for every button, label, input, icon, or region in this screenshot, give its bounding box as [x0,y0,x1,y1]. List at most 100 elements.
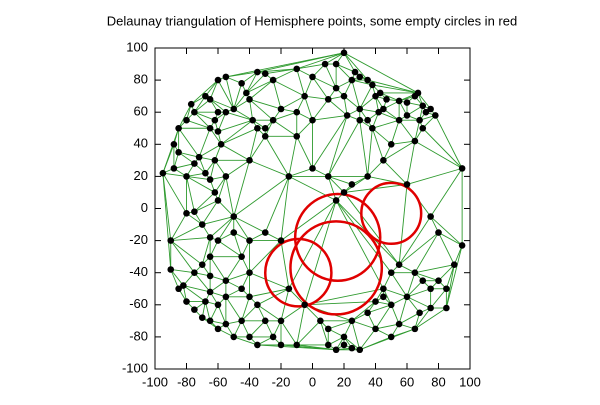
edge [186,176,216,193]
edge [225,111,253,121]
point [356,116,364,124]
edge [430,168,463,217]
edge [162,144,175,174]
edge [280,95,305,110]
edge [367,304,392,314]
point [369,124,376,132]
point [254,301,261,309]
y-tick-label: 100 [126,39,148,54]
point [230,213,238,220]
point [387,333,395,341]
edge [296,63,326,70]
point [435,229,442,236]
edge [233,216,266,233]
edge [359,328,416,351]
point [202,298,209,305]
edge [335,200,384,289]
edge [414,120,421,142]
point [380,157,387,164]
edge [249,79,274,100]
edge [233,232,243,257]
edge [170,269,195,274]
edge [272,111,297,121]
edge [304,76,313,97]
point [254,124,261,132]
edge [430,216,463,246]
edge [205,79,219,97]
edge [202,216,234,225]
point [206,234,214,241]
edge [312,115,348,169]
point [175,285,182,293]
edge [217,200,235,217]
edge [186,176,195,212]
point [309,116,316,124]
point [183,173,190,180]
x-tick-label: 80 [431,374,445,389]
edge [217,304,227,325]
point [340,49,348,57]
edge [351,320,376,330]
point [309,165,316,172]
point [356,73,364,81]
point [222,277,230,285]
point [324,341,332,349]
edge [249,288,289,298]
point [238,285,245,293]
edge [186,175,211,181]
point [254,68,261,76]
edge [170,269,184,286]
point [356,346,364,354]
edge [367,128,373,177]
edge [375,304,392,330]
point [293,132,301,140]
edge [272,119,298,137]
edge [312,99,329,121]
point [277,237,285,244]
point [269,76,277,84]
edge [280,240,290,289]
edge [217,79,235,110]
point [340,92,348,100]
y-tick-label: -40 [129,264,148,279]
point [206,124,214,132]
edge [417,92,431,110]
edge [312,76,337,89]
edge [406,296,420,314]
point [214,301,222,309]
point [332,84,340,92]
edge [335,200,392,273]
edge [162,172,187,214]
edge [343,95,361,110]
edge [351,79,373,86]
point [380,293,387,301]
point [214,128,222,135]
edge [249,272,290,290]
edge [383,140,416,161]
point [403,181,411,188]
y-tick-label: 60 [134,104,148,119]
empty-circle [293,192,382,282]
point [427,304,434,312]
point [293,108,301,116]
point [340,189,348,196]
point [230,229,238,236]
point [419,277,427,285]
edge [217,216,235,241]
point [293,65,301,73]
point [372,298,379,305]
edge [162,173,172,270]
edge [390,120,400,145]
point [277,105,285,113]
point [435,277,442,285]
edge [233,83,243,110]
edge [319,320,329,346]
edge [343,336,361,351]
x-tick-label: -80 [177,374,196,389]
edge [209,79,219,100]
point [230,333,238,341]
edge [414,264,455,274]
edge [280,176,290,241]
point [427,213,434,220]
